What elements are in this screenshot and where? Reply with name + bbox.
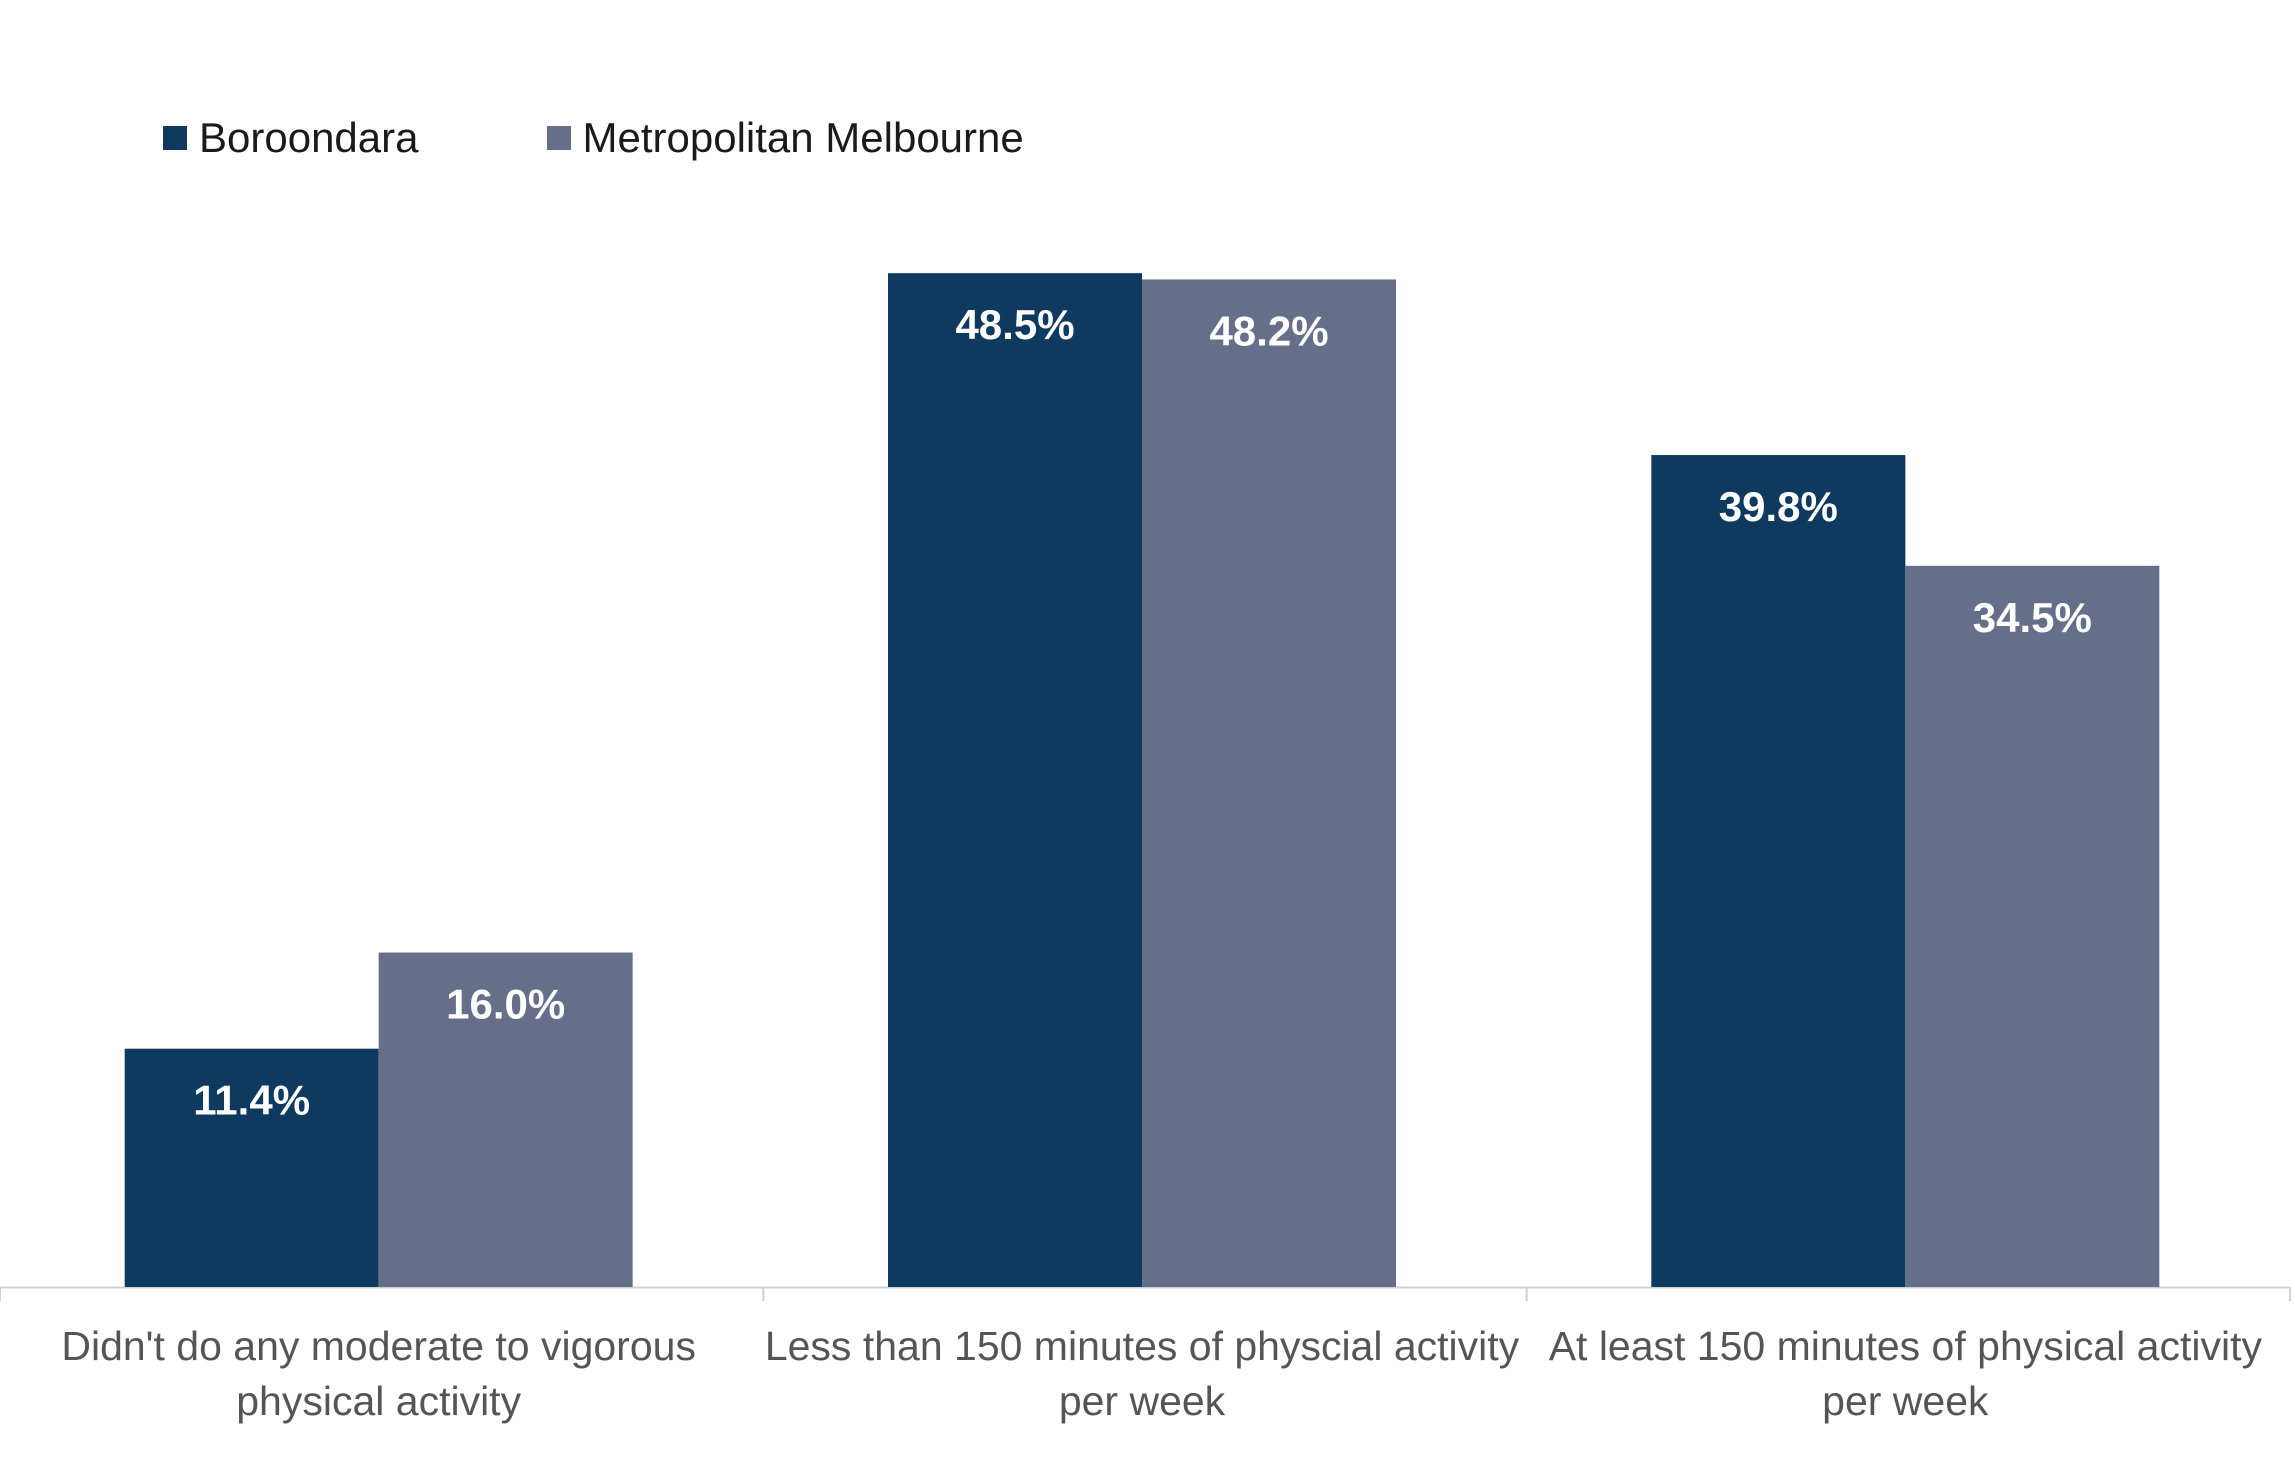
x-tick-label: Less than 150 minutes of physcial activi…	[765, 1323, 1520, 1369]
data-label: 11.4%	[193, 1077, 310, 1124]
legend-item-boroondara: Boroondara	[163, 114, 419, 162]
bar-metropolitan-melbourne-2	[1142, 279, 1396, 1288]
legend-swatch-boroondara	[163, 126, 187, 150]
legend: Boroondara Metropolitan Melbourne	[163, 108, 1152, 168]
x-tick-label: physical activity	[236, 1378, 521, 1424]
data-label: 16.0%	[446, 981, 565, 1028]
data-label: 48.2%	[1209, 307, 1328, 354]
legend-label-boroondara: Boroondara	[199, 114, 419, 161]
bar-boroondara-2	[888, 273, 1142, 1287]
bar-metropolitan-melbourne-1	[378, 952, 633, 1287]
data-label: 48.5%	[955, 301, 1074, 348]
x-tick-label: Didn't do any moderate to vigorous	[61, 1323, 696, 1369]
x-tick-label: per week	[1059, 1378, 1226, 1424]
legend-label-metropolitan-melbourne: Metropolitan Melbourne	[582, 114, 1024, 161]
data-label: 39.8%	[1719, 483, 1838, 530]
data-label: 34.5%	[1973, 594, 2092, 641]
x-tick-label: per week	[1822, 1378, 1989, 1424]
bar-boroondara-1	[124, 1048, 379, 1287]
x-tick-label: At least 150 minutes of physical activit…	[1549, 1323, 2263, 1369]
bar-boroondara-3	[1651, 455, 1906, 1287]
legend-item-metropolitan-melbourne: Metropolitan Melbourne	[546, 114, 1024, 162]
bar-metropolitan-melbourne-3	[1905, 565, 2160, 1287]
legend-swatch-metropolitan-melbourne	[546, 126, 571, 150]
